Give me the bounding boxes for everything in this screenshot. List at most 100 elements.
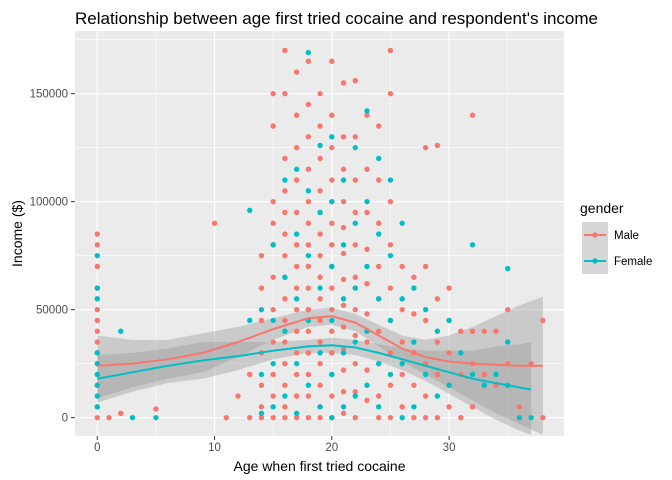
point-male bbox=[387, 285, 394, 291]
confidence-band-male bbox=[97, 296, 543, 435]
point-male bbox=[118, 410, 124, 417]
point-male bbox=[329, 144, 335, 151]
point-male bbox=[340, 134, 347, 140]
point-female bbox=[340, 404, 347, 410]
point-female bbox=[317, 285, 323, 291]
point-male bbox=[352, 77, 358, 84]
point-male bbox=[540, 414, 546, 421]
point-male bbox=[329, 58, 335, 64]
legend-title: gender bbox=[580, 200, 624, 216]
point-male bbox=[94, 317, 100, 324]
point-female bbox=[528, 414, 534, 421]
point-female bbox=[317, 350, 323, 356]
point-male bbox=[376, 328, 382, 334]
point-male bbox=[305, 198, 312, 205]
point-female bbox=[282, 393, 288, 399]
point-male bbox=[258, 252, 265, 259]
point-female bbox=[493, 371, 499, 378]
point-female bbox=[329, 263, 335, 270]
point-male bbox=[469, 328, 476, 334]
x-tick-label: 20 bbox=[325, 442, 338, 454]
point-female bbox=[118, 328, 124, 334]
point-male bbox=[376, 414, 382, 421]
point-male bbox=[469, 112, 476, 118]
point-male bbox=[258, 285, 265, 291]
smooth-lines bbox=[97, 315, 543, 391]
x-axis-ticks: 0 10 20 30 bbox=[94, 436, 455, 454]
point-male bbox=[516, 404, 523, 410]
smooth-line-female bbox=[97, 344, 532, 391]
point-female bbox=[399, 414, 405, 421]
point-male bbox=[434, 414, 441, 421]
point-female bbox=[352, 339, 358, 345]
point-female bbox=[247, 317, 253, 324]
point-male bbox=[364, 339, 370, 345]
point-female bbox=[376, 231, 382, 237]
point-male bbox=[352, 274, 358, 280]
point-male bbox=[317, 414, 323, 421]
point-male bbox=[340, 324, 347, 330]
point-female bbox=[329, 317, 335, 324]
point-female bbox=[282, 274, 288, 280]
point-male bbox=[399, 263, 405, 270]
point-female bbox=[94, 371, 100, 378]
point-female bbox=[270, 360, 276, 367]
point-male bbox=[399, 404, 405, 410]
point-male bbox=[293, 371, 300, 378]
point-male bbox=[317, 90, 323, 97]
point-male bbox=[481, 328, 487, 334]
point-male bbox=[422, 263, 429, 270]
grid-major bbox=[75, 31, 564, 436]
point-female bbox=[352, 393, 358, 399]
point-male bbox=[376, 393, 382, 399]
point-male bbox=[282, 155, 288, 162]
point-male bbox=[364, 397, 370, 404]
point-male bbox=[235, 393, 241, 399]
point-male bbox=[258, 382, 265, 388]
point-male bbox=[317, 231, 323, 237]
point-male bbox=[270, 339, 276, 345]
point-male bbox=[352, 360, 358, 367]
point-male bbox=[282, 360, 288, 367]
point-male bbox=[340, 410, 347, 417]
point-female bbox=[282, 328, 288, 334]
point-male bbox=[399, 306, 405, 313]
point-male bbox=[329, 306, 335, 313]
point-male bbox=[305, 285, 312, 291]
point-male bbox=[293, 69, 300, 75]
point-male bbox=[364, 209, 370, 216]
point-male bbox=[270, 371, 276, 378]
point-male bbox=[293, 328, 300, 334]
point-female bbox=[94, 404, 100, 410]
point-female bbox=[317, 142, 323, 149]
point-male bbox=[94, 231, 100, 237]
point-male bbox=[376, 220, 382, 226]
point-male bbox=[399, 339, 405, 345]
point-male bbox=[293, 242, 300, 248]
point-male bbox=[329, 350, 335, 356]
point-female bbox=[422, 306, 429, 313]
point-male bbox=[329, 177, 335, 183]
point-male bbox=[352, 134, 358, 140]
point-male bbox=[282, 317, 288, 324]
point-male bbox=[258, 414, 265, 421]
point-female bbox=[94, 252, 100, 259]
point-male bbox=[223, 414, 229, 421]
point-female bbox=[329, 134, 335, 140]
point-male bbox=[376, 123, 382, 129]
point-female bbox=[258, 410, 265, 417]
point-female bbox=[153, 414, 159, 421]
point-female bbox=[481, 382, 487, 388]
point-female bbox=[270, 242, 276, 248]
point-male bbox=[387, 90, 394, 97]
point-male bbox=[305, 306, 312, 313]
point-male bbox=[376, 263, 382, 270]
point-male bbox=[469, 404, 476, 410]
point-male bbox=[352, 177, 358, 183]
point-male bbox=[293, 350, 300, 356]
point-male bbox=[270, 274, 276, 280]
point-male bbox=[270, 306, 276, 313]
point-male bbox=[352, 389, 358, 395]
point-male bbox=[305, 166, 312, 172]
point-male bbox=[94, 242, 100, 248]
